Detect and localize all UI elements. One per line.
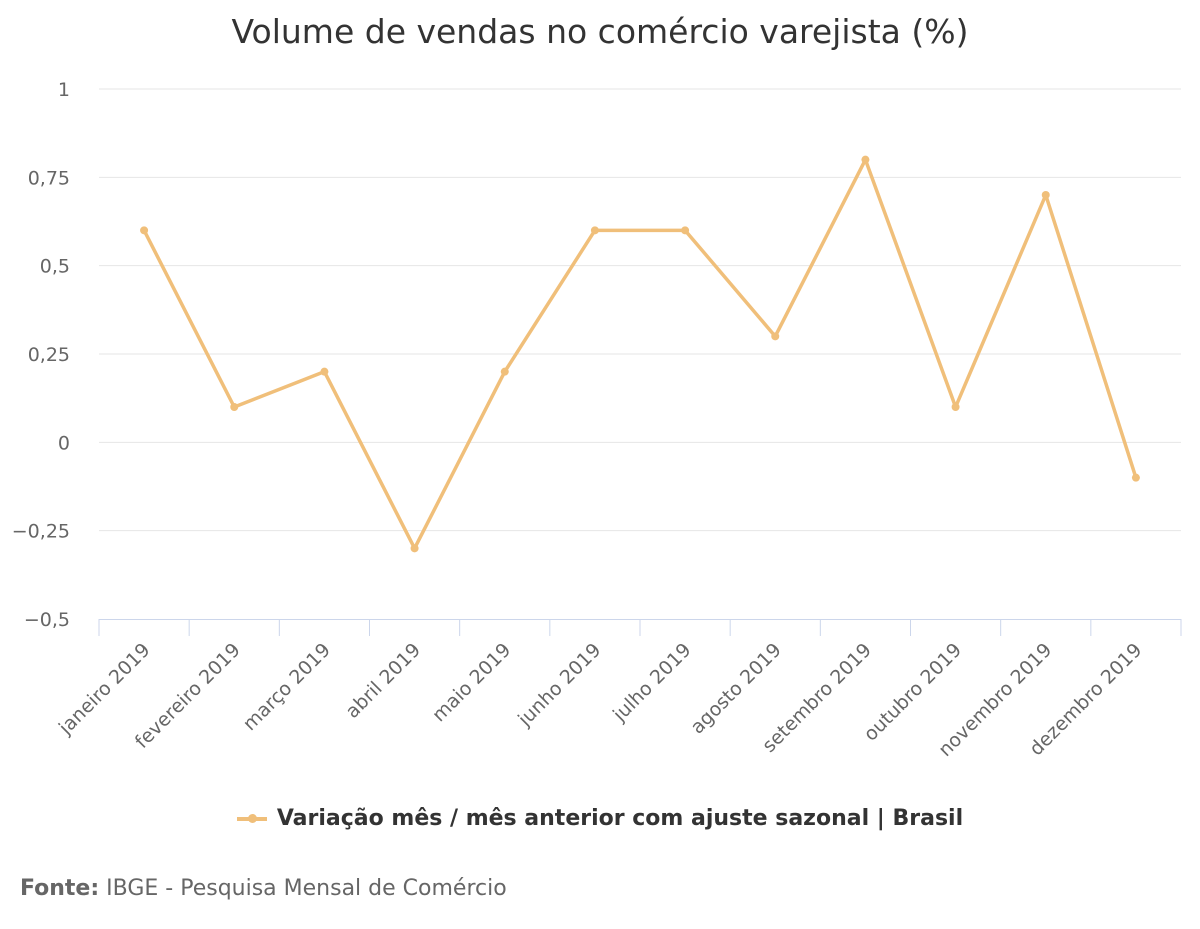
data-point[interactable] <box>140 226 149 235</box>
x-tick-label: março 2019 <box>239 639 335 735</box>
x-tick-label: maio 2019 <box>428 639 515 726</box>
grid-layer <box>99 88 1181 532</box>
y-tick-label: 0,75 <box>28 167 70 189</box>
source-label: Fonte: <box>20 876 100 901</box>
data-point[interactable] <box>320 367 329 376</box>
legend-dot-icon <box>247 814 257 823</box>
x-tick-label: julho 2019 <box>608 639 695 726</box>
chart-title: Volume de vendas no comércio varejista (… <box>231 12 969 51</box>
x-tick-label: abril 2019 <box>341 639 425 723</box>
source-note: Fonte: IBGE - Pesquisa Mensal de Comérci… <box>20 876 507 901</box>
y-tick-label: −0,5 <box>24 609 70 631</box>
y-tick-label: 0 <box>58 432 70 454</box>
data-point[interactable] <box>590 226 599 235</box>
data-point[interactable] <box>1041 191 1050 199</box>
y-tick-label: −0,25 <box>12 521 70 543</box>
y-tick-label: 1 <box>58 79 70 101</box>
source-text: IBGE - Pesquisa Mensal de Comércio <box>99 876 507 901</box>
x-tick-label: junho 2019 <box>513 639 605 731</box>
x-tick-label: janeiro 2019 <box>54 639 155 740</box>
x-tick-label: agosto 2019 <box>686 639 785 738</box>
data-point[interactable] <box>681 226 690 235</box>
series-line[interactable] <box>142 157 1138 551</box>
data-point[interactable] <box>230 403 239 411</box>
legend-label: Variação mês / mês anterior com ajuste s… <box>276 806 964 831</box>
legend-line-icon <box>236 814 267 823</box>
y-tick-label: 0,5 <box>40 256 70 278</box>
y-tick-label: 0,25 <box>28 344 70 366</box>
series-layer <box>140 155 1140 553</box>
data-point[interactable] <box>1131 473 1140 482</box>
data-point[interactable] <box>861 155 870 164</box>
data-point[interactable] <box>771 332 780 341</box>
legend[interactable]: Variação mês / mês anterior com ajuste s… <box>0 806 1200 831</box>
data-point[interactable] <box>410 544 419 553</box>
data-point[interactable] <box>951 403 960 411</box>
data-point[interactable] <box>500 367 509 376</box>
